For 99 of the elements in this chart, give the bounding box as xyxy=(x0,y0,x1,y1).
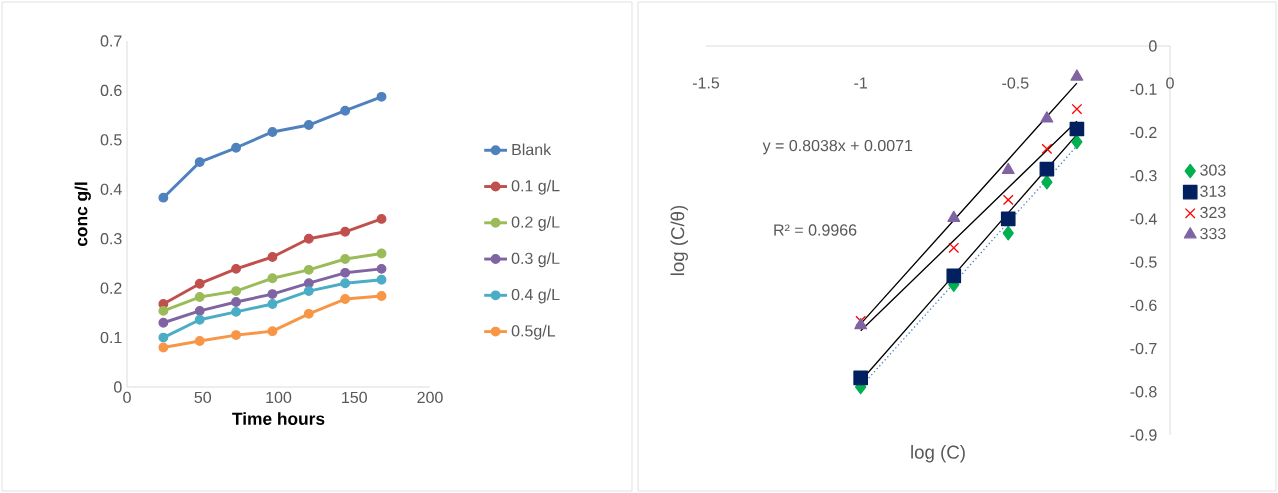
y-axis-title: log (C/θ) xyxy=(670,205,688,276)
point xyxy=(231,263,242,274)
point xyxy=(946,268,962,284)
point xyxy=(267,127,278,137)
point xyxy=(340,226,351,237)
point xyxy=(1002,225,1014,241)
point xyxy=(267,252,278,262)
point xyxy=(303,264,314,275)
y-tick-label: -0.5 xyxy=(1130,256,1157,268)
y-tick-label: -0.7 xyxy=(1130,342,1157,355)
point xyxy=(1040,111,1054,123)
point xyxy=(1001,162,1015,175)
y-tick-label: 0.3 xyxy=(100,233,122,245)
y-tick-label: -0.1 xyxy=(1130,83,1157,95)
point xyxy=(267,289,278,300)
point xyxy=(194,314,205,325)
x-tick-label: -0.5 xyxy=(1002,77,1029,89)
x-tick-label: -1 xyxy=(854,77,867,89)
point xyxy=(1000,211,1016,227)
x-tick-label: -1.5 xyxy=(692,77,720,89)
point xyxy=(376,291,387,301)
y-axis-title: conc g/l xyxy=(74,182,91,247)
point xyxy=(1041,143,1053,155)
point xyxy=(1069,121,1085,137)
legend-label: 313 xyxy=(1200,185,1226,197)
point xyxy=(1002,194,1014,206)
x-tick-label: 200 xyxy=(417,391,443,404)
legend-label: 333 xyxy=(1200,227,1226,240)
point xyxy=(1070,69,1084,81)
point xyxy=(158,192,169,203)
y-tick-label: -0.9 xyxy=(1130,429,1157,441)
point xyxy=(376,274,387,285)
legend-label: 0.3 g/L xyxy=(511,252,560,268)
point xyxy=(303,233,314,244)
point xyxy=(158,342,169,353)
point xyxy=(303,308,314,319)
point xyxy=(340,105,351,116)
point xyxy=(1039,161,1055,177)
point xyxy=(231,330,242,341)
legend-label: Blank xyxy=(512,143,552,156)
point xyxy=(231,142,242,153)
x-tick-label: 0 xyxy=(1166,77,1174,89)
point xyxy=(303,286,314,297)
x-axis-title: log (C) xyxy=(911,445,965,463)
point xyxy=(1071,134,1083,150)
legend-label: 303 xyxy=(1200,164,1226,176)
point xyxy=(376,263,387,274)
point xyxy=(194,336,205,346)
point xyxy=(1041,174,1053,190)
y-tick-label: -0.2 xyxy=(1130,126,1157,139)
y-tick-label: -0.6 xyxy=(1130,299,1157,311)
point xyxy=(158,317,169,328)
point xyxy=(194,292,205,302)
point xyxy=(231,297,242,307)
x-tick-label: 50 xyxy=(194,391,212,404)
point xyxy=(340,278,351,289)
point xyxy=(194,305,205,316)
point xyxy=(267,299,278,309)
y-tick-label: 0.6 xyxy=(100,84,122,97)
y-tick-label: 0 xyxy=(114,381,122,393)
point xyxy=(948,242,960,254)
point xyxy=(267,273,278,284)
x-axis-title: Time hours xyxy=(232,412,325,425)
legend-label: 323 xyxy=(1200,206,1226,219)
point xyxy=(303,120,314,130)
point xyxy=(376,214,387,224)
y-tick-label: 0 xyxy=(1149,40,1157,52)
y-tick-label: -0.8 xyxy=(1130,386,1157,398)
y-tick-label: 0.7 xyxy=(100,35,122,47)
point xyxy=(853,370,869,386)
y-tick-label: -0.4 xyxy=(1130,213,1157,225)
point xyxy=(340,267,351,278)
x-tick-label: 0 xyxy=(123,391,131,404)
point xyxy=(340,294,351,304)
point xyxy=(340,254,351,264)
point xyxy=(231,286,242,297)
x-tick-label: 100 xyxy=(266,391,292,404)
y-tick-label: 0.4 xyxy=(100,183,122,195)
y-tick-label: 0.1 xyxy=(100,331,122,344)
annotation: R² = 0.9966 xyxy=(774,224,857,236)
point xyxy=(1071,103,1083,115)
point xyxy=(158,305,169,316)
y-tick-label: 0.5 xyxy=(100,134,122,146)
point xyxy=(376,248,387,259)
point xyxy=(947,210,961,223)
x-tick-label: 150 xyxy=(342,391,367,404)
legend-label: 0.1 g/L xyxy=(511,179,560,195)
y-tick-label: 0.2 xyxy=(100,282,122,294)
point xyxy=(158,332,169,343)
point xyxy=(376,91,387,102)
legend-label: 0.2 g/L xyxy=(511,216,560,231)
point xyxy=(267,326,278,337)
legend-label: 0.5g/L xyxy=(511,324,556,340)
y-tick-label: -0.3 xyxy=(1130,170,1157,182)
legend-label: 0.4 g/L xyxy=(511,288,560,304)
point xyxy=(194,157,205,168)
point xyxy=(231,306,242,317)
point xyxy=(194,278,205,289)
annotation: y = 0.8038x + 0.0071 xyxy=(762,139,913,155)
